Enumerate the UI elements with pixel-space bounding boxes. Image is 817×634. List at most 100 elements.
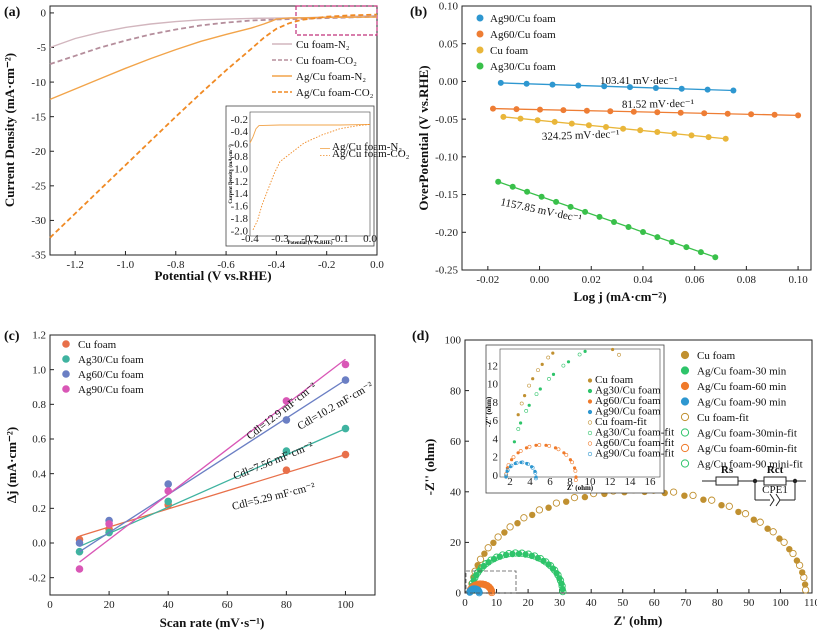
panel-c-cdl-label: Cdl=12.9 mF·cm⁻² [244, 380, 319, 442]
panel-d-inset-fit-point [514, 461, 519, 465]
panel-d-inset-point [519, 421, 523, 425]
panel-d-inset-xtick-label: 16 [645, 476, 657, 488]
panel-b-legend-marker [476, 46, 484, 54]
panel-d-xtick-label: 0 [462, 597, 468, 609]
panel-d-inset-point [551, 372, 556, 376]
panel-b-xtick-label: -0.02 [476, 274, 499, 286]
panel-b-point [640, 229, 646, 235]
panel-c-fit-line-2 [79, 379, 346, 553]
panel-d-inset-point [553, 446, 558, 450]
panel-d-inset-point [573, 466, 577, 470]
panel-d-zoom-box [465, 570, 517, 594]
panel-a-ytick-label: -30 [31, 215, 46, 227]
panel-d-inset-fit-point [504, 473, 509, 478]
panel-c-xtick-label: 0 [47, 599, 53, 611]
panel-c-point [341, 360, 350, 369]
panel-b-fit-line-1 [493, 107, 799, 117]
panel-d-fit-point [570, 493, 579, 502]
panel-b-point [523, 80, 530, 87]
panel-a-xlabel: Potential (V vs.RHE) [154, 268, 271, 283]
panel-d-ylabel: -Z'' (ohm) [422, 439, 437, 496]
panel-d-inset-ytick-label: 6 [493, 415, 499, 427]
panel-b-legend-label: Cu foam [490, 45, 529, 57]
panel-d-xtick-label: 30 [554, 597, 566, 609]
panel-b-legend-marker [476, 62, 484, 70]
panel-d-fit-point [801, 586, 810, 594]
panel-d-frame [464, 339, 813, 594]
panel-c-ytick-label: -0.2 [29, 572, 46, 584]
panel-c-frame [49, 334, 376, 596]
panel-d-legend-label: Ag/Cu foam-90 mini-fit [697, 459, 803, 471]
panel-d-inset-plot-frame [499, 348, 661, 478]
panel-d-fit-point [741, 510, 750, 518]
panel-d-inset-point [611, 347, 615, 352]
panel-d-inset-ytick-label: 2 [493, 452, 499, 464]
panel-d-fit-point [559, 587, 567, 596]
panel-c-point [282, 466, 291, 475]
panel-c-xlabel: Scan rate (mV·s⁻¹) [160, 615, 265, 630]
panel-b-xtick-label: 0.00 [530, 274, 550, 286]
panel-d-inset-fit-point [577, 352, 582, 357]
panel-d-fit-point [800, 573, 808, 582]
panel-c: (c) 0 20 40 60 80 100 -0.2 0.0 0.2 0.4 0.6 0.8 1.0 1.… [4, 329, 376, 630]
panel-d-legend-marker [680, 381, 690, 391]
panel-b-legend-label: Ag30/Cu foam [490, 61, 556, 73]
panel-d-legend-marker [680, 443, 690, 453]
panel-d-inset-xtick-label: 10 [585, 476, 597, 488]
panel-b-point [517, 115, 524, 122]
panel-b-point [585, 122, 592, 129]
panel-a-ytick-label: -15 [31, 111, 46, 123]
panel-d-ytick-label: 0 [456, 588, 462, 600]
panel-b-point [705, 134, 712, 141]
panel-b-ytick-label: -0.10 [435, 152, 458, 164]
panel-a-inset-legend-label: Ag/Cu foam-N₂ [332, 141, 402, 153]
panel-d-inset-point [512, 440, 517, 444]
panel-d-fit-point [725, 502, 733, 510]
panel-d-inset-fit-point [536, 368, 540, 373]
panel-b-point [652, 85, 659, 91]
panel-a-inset-series-co2 [252, 123, 371, 230]
panel-a-inset-ytick-label: -0.2 [231, 114, 248, 126]
panel-b-frame [461, 5, 812, 271]
panel-b-point [524, 188, 531, 195]
panel-c-xtick-label: 20 [104, 599, 116, 611]
panel-c-legend-label: Ag90/Cu foam [78, 384, 144, 396]
panel-d-inset-legend-marker [587, 378, 593, 383]
panel-a-xtick-label: 0.0 [370, 259, 384, 271]
panel-a-inset-xlabel: Potential (V vs.RHE) [287, 241, 332, 246]
panel-d-point [563, 498, 570, 505]
panel-d-point [750, 516, 757, 523]
panel-d-fit-point [488, 588, 496, 597]
panel-d-inset-fit-point [527, 383, 532, 388]
panel-a-frame [49, 5, 378, 256]
panel-d-point [481, 550, 488, 557]
panel-c-legend-label: Ag30/Cu foam [78, 354, 144, 366]
panel-a-series-line-1 [49, 15, 378, 65]
panel-d-fit-point [789, 549, 797, 558]
panel-d-inset-legend-label: Cu foam-fit [595, 416, 647, 428]
panel-c-point [341, 376, 350, 384]
panel-d-inset-fit-point [534, 476, 538, 481]
panel-d-ytick-label: 60 [450, 436, 462, 448]
panel-b-legend-label: Ag90/Cu foam [490, 13, 556, 25]
panel-d-fit-point [689, 491, 697, 500]
panel-d-inset-legend-marker [587, 430, 593, 436]
panel-a-ytick-label: -5 [37, 42, 47, 54]
panel-d-inset-fit-point [570, 460, 575, 465]
panel-a-inset-ytick-label: -0.8 [231, 151, 249, 163]
panel-d-inset-point [510, 458, 514, 462]
panel-c-legend-marker [62, 340, 70, 348]
panel-b-point [697, 249, 704, 256]
panel-d-xtick-label: 90 [743, 597, 755, 609]
panel-b-xtick-label: 0.06 [685, 274, 705, 286]
panel-d-inset-ylabel: -Z'' (ohm) [485, 396, 493, 427]
panel-c-point [164, 497, 172, 506]
panel-c-ytick-label: 0.2 [32, 503, 46, 515]
panel-c-legend-label: Cu foam [78, 339, 117, 351]
panel-b-point [553, 198, 560, 205]
circuit-cpe-label: CPE1 [762, 484, 788, 496]
panel-d-ytick-label: 80 [450, 385, 462, 397]
panel-d-point [776, 535, 783, 542]
panel-b-point [654, 109, 661, 116]
panel-a-legend-label: Ag/Cu foam-CO₂ [296, 87, 374, 99]
